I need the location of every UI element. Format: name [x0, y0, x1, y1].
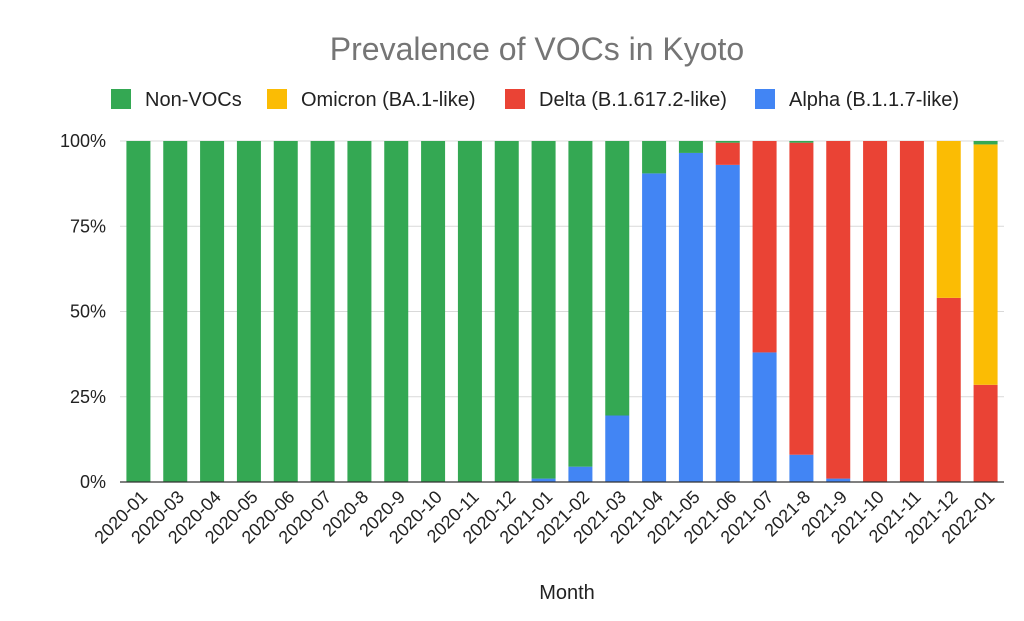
legend-swatch — [267, 89, 287, 109]
bar-segment — [421, 141, 446, 482]
bar-segment — [715, 141, 740, 143]
bar-segment — [826, 478, 851, 482]
legend-swatch — [111, 89, 131, 109]
bar-segment — [347, 141, 372, 482]
bar-segment — [568, 141, 593, 467]
x-axis-ticks: 2020-012020-032020-042020-052020-062020-… — [90, 487, 998, 548]
bar-segment — [973, 144, 998, 385]
bar-segment — [642, 173, 667, 482]
legend-swatch — [505, 89, 525, 109]
bar-segment — [642, 141, 667, 174]
bar-segment — [936, 141, 961, 298]
y-tick-label: 25% — [70, 387, 106, 407]
legend: Non-VOCs Omicron (BA.1-like) Delta (B.1.61… — [111, 89, 959, 111]
bar-segment — [605, 141, 630, 416]
bar-segment — [163, 141, 188, 482]
bar-segment — [126, 141, 151, 482]
bar-segment — [789, 142, 814, 455]
legend-label: Delta (B.1.617.2-like) — [539, 89, 727, 111]
bar-segment — [457, 141, 482, 482]
gridlines — [120, 140, 1004, 398]
bar-segment — [531, 478, 556, 482]
bar-segment — [899, 141, 924, 482]
x-axis-title: Month — [539, 582, 595, 604]
chart-title: Prevalence of VOCs in Kyoto — [330, 31, 744, 67]
bar-segment — [789, 141, 814, 143]
bar-segment — [310, 141, 335, 482]
legend-label: Non-VOCs — [145, 89, 242, 111]
bar-segment — [936, 297, 961, 482]
bar-segment — [678, 152, 703, 482]
bar-segment — [789, 454, 814, 482]
legend-label: Alpha (B.1.1.7-like) — [789, 89, 959, 111]
bar-segment — [752, 141, 777, 353]
bar-segment — [826, 141, 851, 479]
bar-segment — [494, 141, 519, 482]
legend-swatch — [755, 89, 775, 109]
bar-segment — [605, 415, 630, 482]
bar-segment — [715, 142, 740, 165]
bar-segment — [973, 384, 998, 482]
legend-label: Omicron (BA.1-like) — [301, 89, 475, 111]
bars — [126, 141, 998, 482]
y-tick-label: 100% — [60, 131, 106, 151]
y-tick-label: 50% — [70, 302, 106, 322]
bar-segment — [568, 466, 593, 482]
y-axis-ticks: 0% 25% 50% 75% 100% — [60, 131, 106, 492]
bar-segment — [236, 141, 261, 482]
bar-segment — [531, 141, 556, 479]
bar-segment — [200, 141, 225, 482]
y-tick-label: 75% — [70, 216, 106, 236]
bar-segment — [863, 141, 888, 482]
bar-segment — [273, 141, 298, 482]
bar-segment — [715, 164, 740, 482]
bar-segment — [752, 352, 777, 482]
bar-segment — [678, 141, 703, 153]
y-tick-label: 0% — [80, 472, 106, 492]
bar-segment — [384, 141, 409, 482]
bar-segment — [973, 141, 998, 145]
